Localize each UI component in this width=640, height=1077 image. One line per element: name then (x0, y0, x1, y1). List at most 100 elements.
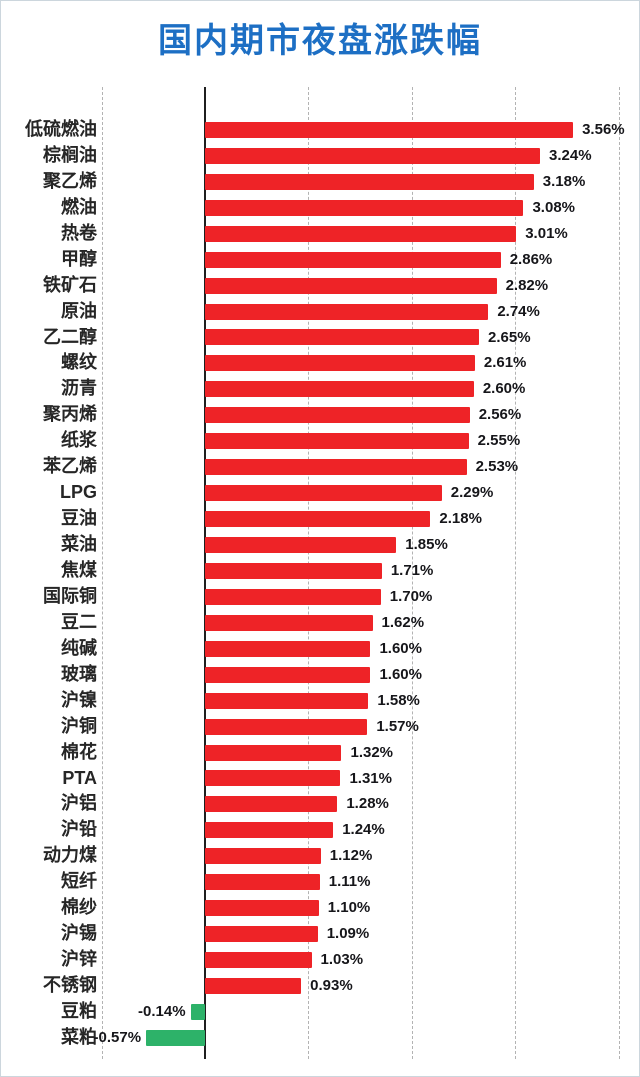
category-label: 短纤 (61, 871, 97, 892)
bar-row: 热卷 3.01% (1, 221, 639, 247)
value-label: 3.08% (532, 198, 576, 216)
value-label: 1.57% (376, 717, 419, 735)
bar-row: 沪镍 1.58% (1, 688, 639, 714)
category-label: 沪铝 (61, 793, 97, 814)
category-label: 豆二 (61, 611, 97, 632)
value-label: 1.70% (389, 587, 433, 605)
value-label: 2.18% (439, 510, 482, 528)
value-label: 1.85% (405, 536, 448, 554)
bar (205, 614, 373, 631)
bar (205, 433, 469, 450)
bar (205, 147, 541, 164)
value-label: 3.18% (542, 172, 586, 190)
bar (205, 381, 474, 398)
bar (205, 303, 489, 320)
bar (205, 407, 470, 424)
bar-row: 沪铝 1.28% (1, 791, 639, 817)
value-label: 2.74% (497, 302, 540, 320)
bar-row: 聚乙烯 3.18% (1, 169, 639, 195)
bar (205, 459, 467, 476)
category-label: 纸浆 (61, 430, 97, 451)
value-label: 1.32% (350, 743, 394, 761)
bar (205, 744, 342, 761)
bar-row: 低硫燃油 3.56% (1, 117, 639, 143)
bar-row: 棉纱 1.10% (1, 895, 639, 921)
bar-row: 铁矿石 2.82% (1, 273, 639, 299)
category-label: 棉纱 (61, 897, 97, 918)
bar (146, 1029, 205, 1046)
category-label: 棕榈油 (43, 144, 97, 165)
bar (205, 511, 431, 528)
category-label: 国际铜 (43, 585, 97, 606)
bar-row: 甲醇 2.86% (1, 247, 639, 273)
category-label: 甲醇 (61, 248, 97, 269)
bar-row: LPG 2.29% (1, 480, 639, 506)
value-label: 2.61% (483, 354, 527, 372)
bar-row: 燃油 3.08% (1, 195, 639, 221)
bar (205, 588, 381, 605)
bar (190, 1003, 205, 1020)
value-label: 1.12% (329, 847, 373, 865)
bar-row: 短纤 1.11% (1, 869, 639, 895)
value-label: -0.14% (138, 1002, 186, 1020)
gridline (618, 87, 620, 1059)
bar-row: 沪锌 1.03% (1, 947, 639, 973)
category-label: 不锈钢 (43, 975, 97, 996)
category-label: 沪镍 (61, 689, 97, 710)
bar (205, 277, 497, 294)
bar (205, 926, 318, 943)
category-label: 铁矿石 (43, 274, 97, 295)
value-label: 2.53% (475, 458, 519, 476)
chart-title: 国内期市夜盘涨跌幅 (158, 22, 482, 60)
bar-row: 玻璃 1.60% (1, 662, 639, 688)
bar-row: 沪铅 1.24% (1, 817, 639, 843)
value-label: 2.29% (450, 484, 494, 502)
value-label: 1.60% (379, 665, 422, 683)
value-label: 2.55% (477, 432, 521, 450)
category-label: 聚丙烯 (43, 404, 97, 425)
gridline (101, 87, 103, 1059)
bar-row: 螺纹 2.61% (1, 350, 639, 376)
category-label: LPG (59, 482, 97, 503)
bar (205, 485, 442, 502)
value-label: 1.11% (328, 873, 371, 891)
bar-row: PTA 1.31% (1, 766, 639, 792)
gridline (515, 87, 517, 1059)
category-label: 焦煤 (61, 559, 97, 580)
bar-row: 焦煤 1.71% (1, 558, 639, 584)
bar-row: 沪锡 1.09% (1, 921, 639, 947)
category-label: 菜粕 (61, 1026, 97, 1047)
bar-row: 不锈钢 0.93% (1, 973, 639, 999)
value-label: 2.65% (488, 328, 531, 346)
value-label: 0.93% (310, 977, 353, 995)
category-label: 纯碱 (61, 637, 97, 658)
value-label: 2.86% (509, 250, 553, 268)
category-label: 燃油 (61, 196, 97, 217)
category-label: 棉花 (61, 741, 97, 762)
gridline (411, 87, 413, 1059)
value-label: 1.60% (379, 639, 422, 657)
bar (205, 692, 369, 709)
bar (205, 562, 382, 579)
bar (205, 121, 574, 138)
bar (205, 952, 312, 969)
bar-row: 棕榈油 3.24% (1, 143, 639, 169)
category-label: 豆粕 (61, 1000, 97, 1021)
bar-row: 豆二 1.62% (1, 610, 639, 636)
bar (205, 718, 368, 735)
category-label: 沥青 (61, 378, 97, 399)
category-label: 沪铜 (61, 715, 97, 736)
bar (205, 173, 534, 190)
bar (205, 900, 319, 917)
bar-row: 聚丙烯 2.56% (1, 402, 639, 428)
value-label: 1.28% (346, 795, 389, 813)
category-label: 低硫燃油 (25, 119, 97, 139)
value-label: 1.10% (327, 899, 371, 917)
category-label: 沪锌 (61, 949, 97, 970)
bar-row: 沪铜 1.57% (1, 714, 639, 740)
bar-row: 豆粕 -0.14% (1, 999, 639, 1025)
bar (205, 796, 338, 813)
bar-row: 菜油 1.85% (1, 532, 639, 558)
category-label: 聚乙烯 (43, 170, 97, 191)
